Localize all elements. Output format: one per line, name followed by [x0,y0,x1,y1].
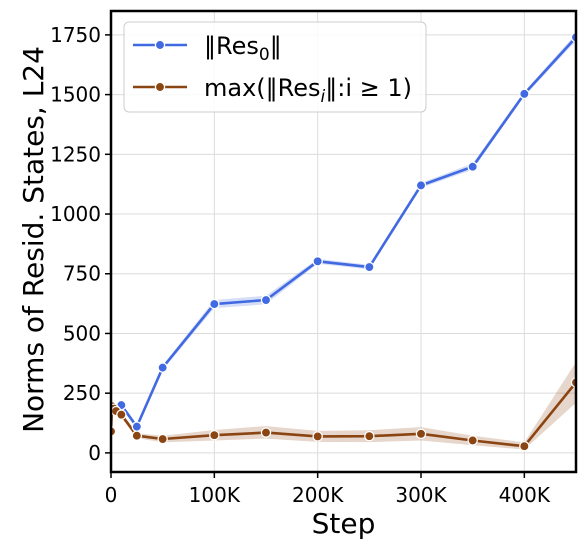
x-axis-label: Step [312,507,376,540]
series-0-point [364,261,375,273]
y-tick-label: 500 [63,321,101,345]
series-0-point [415,180,427,191]
legend-label-tail: ‖:i ≥ 1) [325,74,412,102]
series-0-point [157,362,168,373]
x-tick-label: 100K [189,483,241,507]
y-tick-label: 0 [88,441,101,465]
series-1-point [260,427,272,438]
legend-label-base: ‖Res [204,32,259,60]
legend-label-tail: ‖ [270,32,282,60]
x-tick-label: 300K [395,483,447,507]
legend-label-1: max(‖Resi‖:i ≥ 1) [204,74,412,107]
series-1-point [116,409,127,420]
legend-label-subscript: i [321,87,326,107]
series-1-point [467,435,478,446]
legend-marker-0 [154,39,166,51]
series-0-point [209,298,220,310]
plot-frame [109,9,578,474]
legend-marker-1 [154,81,166,93]
legend: ‖Res0‖ max(‖Resi‖:i ≥ 1) [123,21,427,113]
x-tick-label: 400K [499,483,551,507]
y-tick-label: 1750 [50,23,101,47]
series-0-point [519,88,530,100]
x-tick-label: 0 [105,483,118,507]
legend-label-subscript: 0 [259,45,270,65]
y-tick-label: 1000 [50,202,101,226]
x-tick-label: 200K [292,483,344,507]
y-tick-label: 1500 [50,83,101,107]
series-1-point [364,430,375,442]
series-0-point [467,161,478,172]
series-0-point [260,294,272,306]
series-1-point [312,431,323,442]
series-0-point [312,256,323,267]
y-tick-label: 1250 [50,142,101,166]
legend-label-base: max(‖Res [204,74,321,102]
series-1-point [131,430,143,441]
y-axis-label: Norms of Resid. States, L24 [17,46,50,433]
series-1-line [111,381,576,448]
axis-ticks: 0 100K 200K 300K 400K 0 250 500 750 1000 1250 1500 1… [50,23,551,507]
y-tick-label: 250 [63,381,101,405]
series-1-point [157,433,168,445]
legend-box [123,21,427,113]
legend-label-0: ‖Res0‖ [204,32,282,65]
series-1-point [209,429,220,441]
y-tick-label: 750 [63,262,101,286]
series-points [111,32,576,452]
series-0-point [131,421,143,432]
series-1-point [519,440,530,452]
series-1-point [415,428,427,440]
